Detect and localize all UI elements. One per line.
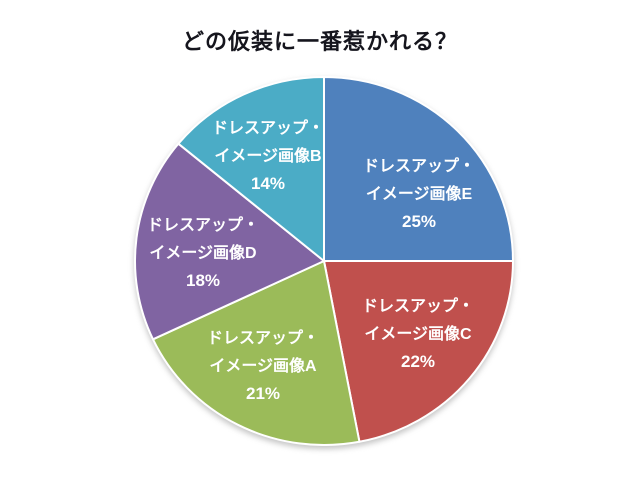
pie-slice-E xyxy=(323,76,514,262)
pie-slices xyxy=(134,76,514,446)
pie-slice-D xyxy=(134,142,325,341)
chart-title: どの仮装に一番惹かれる？ xyxy=(181,29,458,54)
slice-label-A: ドレスアップ・イメージ画像A 21% xyxy=(207,328,319,403)
pie-slice-B xyxy=(177,76,325,262)
slice-label-E: ドレスアップ・イメージ画像E 25% xyxy=(363,156,475,231)
pie-slice-A xyxy=(151,260,361,446)
pie-slice-C xyxy=(323,260,514,443)
slice-label-C: ドレスアップ・イメージ画像C 22% xyxy=(362,296,474,371)
slice-label-B: ドレスアップ・イメージ画像B 14% xyxy=(212,118,324,193)
slice-label-D: ドレスアップ・イメージ画像D 18% xyxy=(147,215,259,290)
